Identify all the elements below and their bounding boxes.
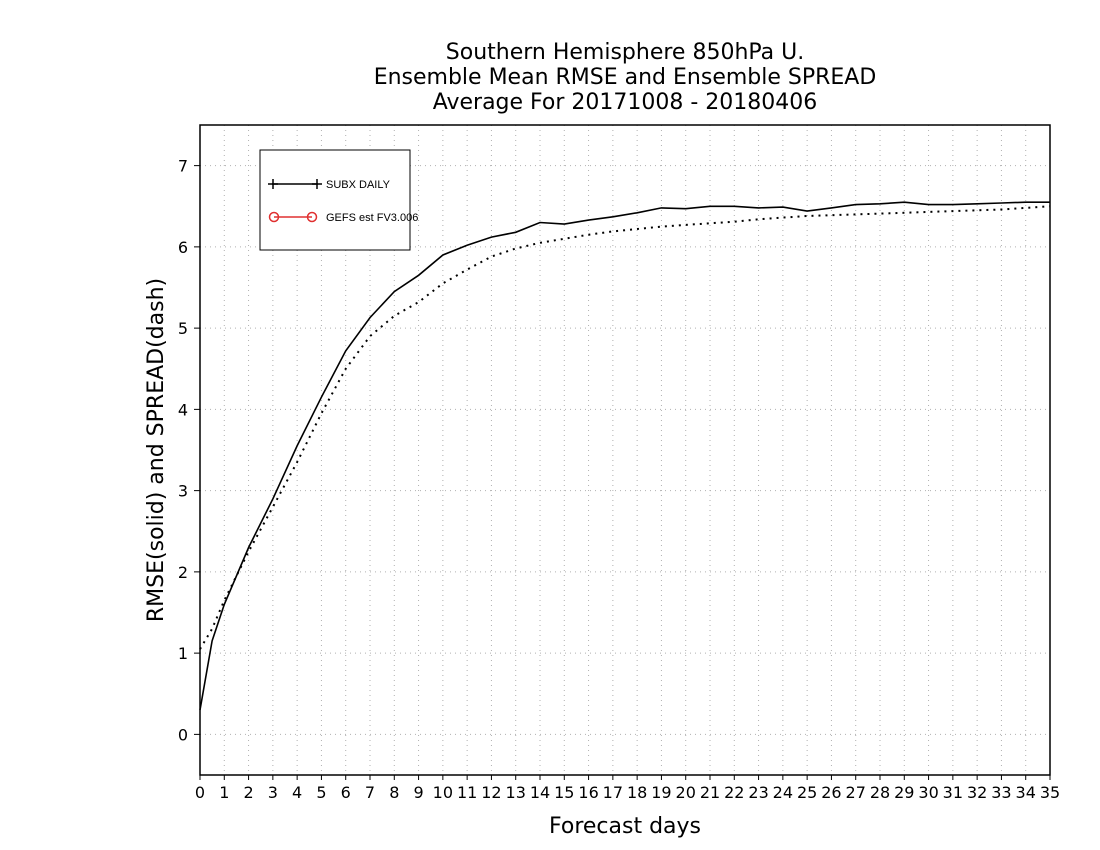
x-tick-label: 24 — [773, 783, 793, 802]
chart-title-line-1: Southern Hemisphere 850hPa U. — [446, 40, 804, 65]
plus-marker-icon — [268, 179, 322, 189]
x-tick-label: 13 — [506, 783, 526, 802]
x-tick-label: 31 — [943, 783, 963, 802]
x-tick-label: 33 — [991, 783, 1011, 802]
x-tick-label: 16 — [578, 783, 598, 802]
x-tick-label: 4 — [292, 783, 302, 802]
x-tick-label: 32 — [967, 783, 987, 802]
x-tick-label: 1 — [219, 783, 229, 802]
x-tick-label: 8 — [389, 783, 399, 802]
y-tick-label: 4 — [178, 400, 188, 419]
y-tick-label: 6 — [178, 238, 188, 257]
chart-title-line-2: Ensemble Mean RMSE and Ensemble SPREAD — [374, 65, 877, 90]
x-tick-label: 34 — [1016, 783, 1036, 802]
plot-frame — [199, 124, 1051, 776]
series-line-rmse — [199, 201, 1050, 711]
x-tick-label: 15 — [554, 783, 574, 802]
x-tick-label: 0 — [195, 783, 205, 802]
x-tick-label: 19 — [651, 783, 671, 802]
x-tick-label: 28 — [870, 783, 890, 802]
x-tick-label: 7 — [365, 783, 375, 802]
x-tick-label: 35 — [1040, 783, 1060, 802]
x-tick-label: 18 — [627, 783, 647, 802]
x-tick-label: 21 — [700, 783, 720, 802]
legend-item-gefs: GEFS est FV3.006 — [268, 211, 418, 224]
y-tick-label: 2 — [178, 563, 188, 582]
x-tick-label: 10 — [433, 783, 453, 802]
chart-title: Southern Hemisphere 850hPa U. Ensemble M… — [374, 40, 877, 115]
x-tick-label: 22 — [724, 783, 744, 802]
x-axis-label: Forecast days — [549, 814, 701, 839]
legend-box — [259, 149, 411, 251]
y-tick-label: 1 — [178, 644, 188, 663]
y-tick-label: 0 — [178, 725, 188, 744]
x-tick-label: 3 — [268, 783, 278, 802]
legend: SUBX DAILY GEFS est FV3.006 — [259, 149, 418, 251]
chart-title-line-3: Average For 20171008 - 20180406 — [433, 90, 818, 115]
circle-marker-icon — [306, 211, 318, 223]
x-tick-label: 25 — [797, 783, 817, 802]
x-tick-label: 14 — [530, 783, 550, 802]
x-tick-label: 20 — [676, 783, 696, 802]
x-tick-label: 17 — [603, 783, 623, 802]
x-tick-label: 12 — [481, 783, 501, 802]
y-tick-label: 3 — [178, 482, 188, 501]
legend-item-subx: SUBX DAILY — [268, 179, 391, 191]
x-tick-label: 27 — [846, 783, 866, 802]
series-line-spread — [199, 205, 1051, 650]
x-tick-label: 5 — [316, 783, 326, 802]
y-axis-label: RMSE(solid) and SPREAD(dash) — [144, 278, 169, 622]
circle-marker-icon — [268, 211, 280, 223]
grid — [200, 125, 1050, 775]
x-tick-label: 11 — [457, 783, 477, 802]
x-tick-label: 29 — [894, 783, 914, 802]
y-tick-label: 7 — [178, 157, 188, 176]
series-layer — [199, 201, 1051, 711]
x-tick-label: 26 — [821, 783, 841, 802]
x-tick-label: 23 — [748, 783, 768, 802]
x-tick-label: 9 — [413, 783, 423, 802]
x-tick-label: 30 — [918, 783, 938, 802]
legend-label-subx: SUBX DAILY — [326, 179, 391, 191]
y-tick-label: 5 — [178, 319, 188, 338]
x-tick-label: 6 — [341, 783, 351, 802]
x-tick-label: 2 — [243, 783, 253, 802]
legend-label-gefs: GEFS est FV3.006 — [326, 212, 418, 224]
axes: 0 1 2 3 4 5 6 7 8 9 10 11 12 13 14 15 16 17 18 19 20 21 22 23 24… — [178, 157, 1060, 802]
